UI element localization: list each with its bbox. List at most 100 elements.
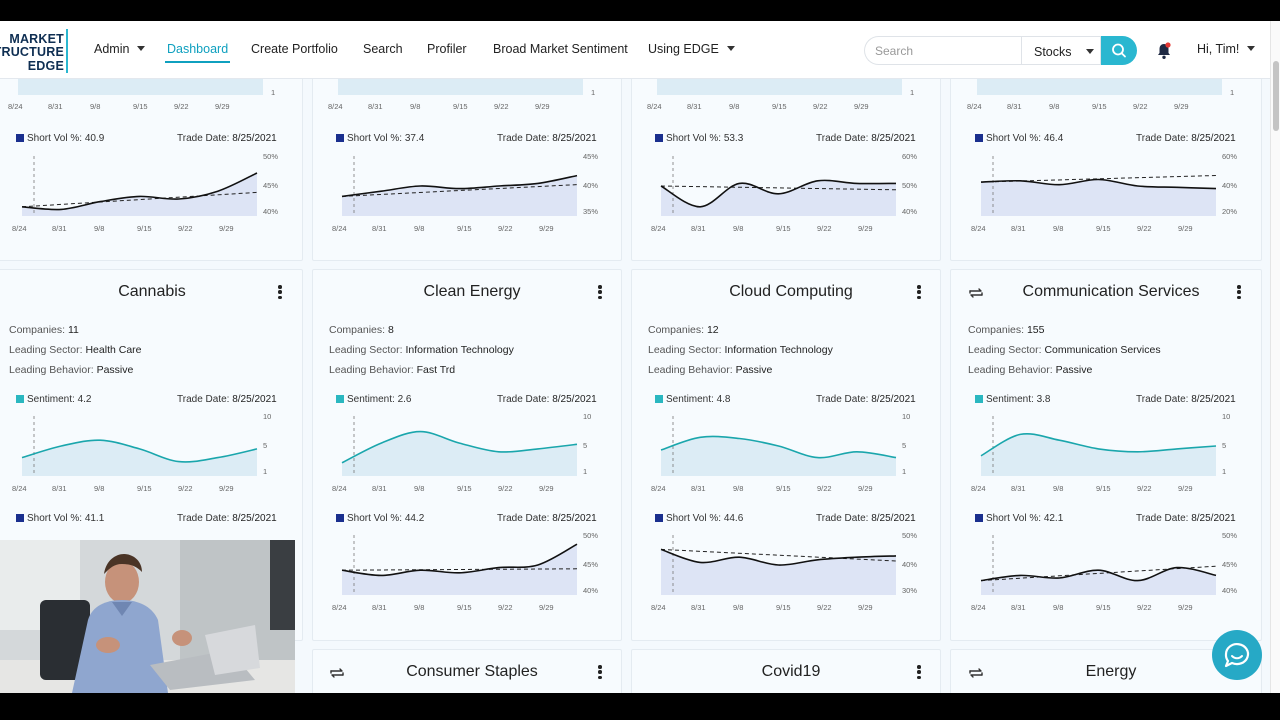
nav-dashboard[interactable]: Dashboard xyxy=(164,42,231,63)
short-vol-chart: 60% 50% 40% 8/24 8/31 9/8 9/15 9/22 9/29 xyxy=(651,152,917,233)
sentiment-area xyxy=(981,433,1216,476)
sentiment-chart-partial: 1 8/24 8/31 9/8 9/15 9/22 9/29 xyxy=(8,79,275,111)
category-card-consumer-staples[interactable] xyxy=(312,649,622,693)
nav-using-edge-label: Using EDGE xyxy=(648,42,719,56)
short-vol-area xyxy=(22,173,257,216)
card-title[interactable]: Consumer Staples xyxy=(406,663,538,680)
card-menu-icon[interactable] xyxy=(1237,285,1241,300)
short-vol-value: 44.6 xyxy=(723,513,744,524)
y-tick-label: 45% xyxy=(583,152,598,161)
nav-broad-market-sentiment[interactable]: Broad Market Sentiment xyxy=(493,42,628,56)
legend-swatch xyxy=(975,134,983,142)
sentiment-area xyxy=(18,79,263,95)
chevron-down-icon xyxy=(726,46,735,51)
nav-using-edge[interactable]: Using EDGE xyxy=(648,42,735,56)
category-card-covid19[interactable] xyxy=(631,649,941,693)
y-tick-label: 60% xyxy=(1222,152,1237,161)
menu-dot xyxy=(917,285,921,289)
x-tick-label: 9/15 xyxy=(133,102,148,111)
short-vol-legend: Short Vol %: 53.3 xyxy=(655,133,743,144)
x-tick-label: 9/8 xyxy=(1053,224,1063,233)
asset-type-select[interactable]: Stocks xyxy=(1021,36,1101,65)
legend-swatch xyxy=(975,514,983,522)
x-tick-label: 9/22 xyxy=(498,484,513,493)
sync-icon[interactable] xyxy=(328,666,346,680)
dashboard-page: MARKET STRUCTURE EDGE Admin Dashboard Cr… xyxy=(0,21,1280,693)
x-tick-label: 9/29 xyxy=(539,224,554,233)
x-tick-label: 9/22 xyxy=(1137,224,1152,233)
card-menu-icon[interactable] xyxy=(917,285,921,300)
x-tick-label: 9/22 xyxy=(1137,603,1152,612)
short-vol-chart: 50% 45% 40% 8/24 8/31 9/8 9/15 9/22 9/29 xyxy=(12,152,278,233)
logo-text: STRUCTURE xyxy=(0,45,64,59)
nav-admin[interactable]: Admin xyxy=(94,42,146,56)
chat-support-button[interactable] xyxy=(1212,630,1262,680)
trade-date-label: Trade Date: xyxy=(1136,394,1192,405)
y-tick-label: 5 xyxy=(263,441,267,450)
short-vol-chart: 60% 40% 20% 8/24 8/31 9/8 9/15 9/22 9/29 xyxy=(971,152,1237,233)
bell-icon[interactable] xyxy=(1156,42,1172,60)
x-tick-label: 8/31 xyxy=(52,484,67,493)
x-tick-label: 9/22 xyxy=(178,224,193,233)
nav-create-portfolio[interactable]: Create Portfolio xyxy=(251,42,338,56)
sentiment-area xyxy=(338,79,583,95)
sentiment-line xyxy=(660,435,897,459)
sentiment-area xyxy=(657,79,902,95)
y-tick-label: 40% xyxy=(902,560,917,569)
chevron-down-icon xyxy=(1247,46,1256,51)
category-card-energy[interactable] xyxy=(950,649,1262,693)
nav-profiler[interactable]: Profiler xyxy=(427,42,467,56)
x-tick-label: 8/31 xyxy=(1011,224,1026,233)
x-tick-label: 9/29 xyxy=(1178,484,1193,493)
legend-swatch xyxy=(336,514,344,522)
x-tick-label: 8/24 xyxy=(332,484,347,493)
trade-date-label: Trade Date: xyxy=(497,133,553,144)
card-title[interactable]: Covid19 xyxy=(761,663,821,680)
sentiment-legend: Sentiment: 4.2 xyxy=(16,394,92,405)
y-tick-label: 1 xyxy=(1222,467,1226,476)
market-structure-edge-logo[interactable]: MARKET STRUCTURE EDGE xyxy=(0,28,70,76)
y-tick-label: 40% xyxy=(583,586,598,595)
short-vol-label: Short Vol %: xyxy=(347,133,405,144)
y-tick-label: 40% xyxy=(1222,181,1237,190)
card-menu-icon[interactable] xyxy=(278,285,282,300)
companies-count: Companies: 12 xyxy=(648,324,719,336)
menu-dot xyxy=(1237,285,1241,289)
sync-icon[interactable] xyxy=(967,286,985,300)
card-title[interactable]: Cloud Computing xyxy=(729,283,853,300)
page-scrollbar[interactable] xyxy=(1270,21,1280,693)
card-menu-icon[interactable] xyxy=(598,285,602,300)
card-title[interactable]: Clean Energy xyxy=(423,283,521,300)
card-title[interactable]: Cannabis xyxy=(118,283,186,300)
sentiment-chart-partial: 1 8/24 8/31 9/8 9/15 9/22 9/29 xyxy=(967,79,1234,111)
leading-behavior: Leading Behavior: Passive xyxy=(9,364,134,376)
trend-line xyxy=(21,191,258,208)
leading-sector: Leading Sector: Health Care xyxy=(9,344,142,356)
y-tick-label: 1 xyxy=(591,88,595,97)
x-tick-label: 9/15 xyxy=(1096,484,1111,493)
y-tick-label: 30% xyxy=(902,586,917,595)
sentiment-line xyxy=(980,433,1217,457)
scrollbar-thumb[interactable] xyxy=(1273,61,1279,131)
short-vol-legend: Short Vol %: 42.1 xyxy=(975,513,1063,524)
search-input[interactable] xyxy=(875,37,1015,64)
card-menu-icon[interactable] xyxy=(917,665,921,680)
short-vol-legend: Short Vol %: 41.1 xyxy=(16,513,104,524)
legend-swatch xyxy=(336,134,344,142)
menu-dot xyxy=(1237,295,1241,300)
card-menu-icon[interactable] xyxy=(598,665,602,680)
search-button[interactable] xyxy=(1101,36,1137,65)
card-title[interactable]: Energy xyxy=(1085,663,1137,680)
x-tick-label: 9/8 xyxy=(90,102,100,111)
sync-icon[interactable] xyxy=(967,666,985,680)
y-tick-label: 40% xyxy=(1222,586,1237,595)
short-vol-area xyxy=(981,567,1216,595)
user-menu[interactable]: Hi, Tim! xyxy=(1197,42,1256,56)
trade-date-label: Trade Date: xyxy=(816,394,872,405)
trade-date: Trade Date: 8/25/2021 xyxy=(497,513,597,524)
y-tick-label: 10 xyxy=(583,412,591,421)
card-title[interactable]: Communication Services xyxy=(1022,283,1200,300)
y-tick-label: 40% xyxy=(902,207,917,216)
nav-search[interactable]: Search xyxy=(363,42,403,56)
chat-icon xyxy=(1224,643,1250,668)
